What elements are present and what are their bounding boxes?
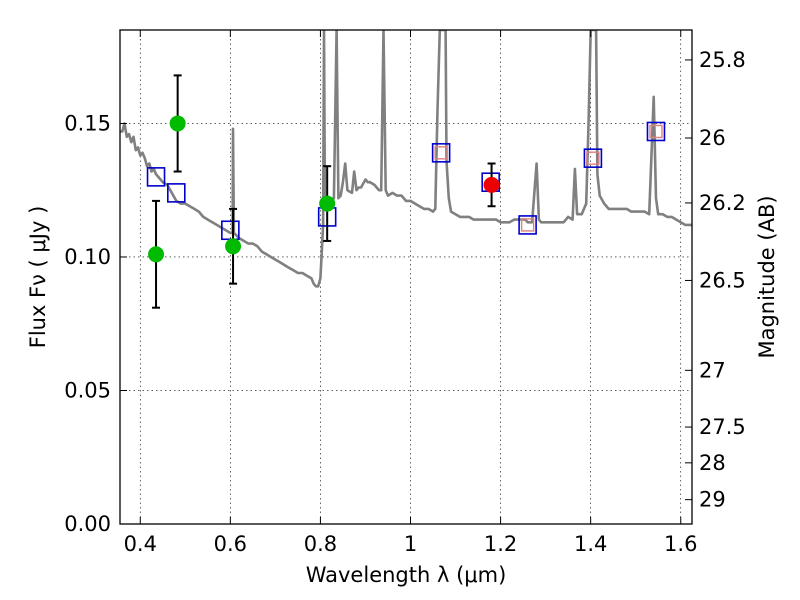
model-photometry-square	[146, 167, 166, 187]
model-photometry-square	[166, 183, 186, 203]
plot-area	[120, 30, 692, 309]
x-axis-label: Wavelength λ (μm)	[306, 563, 507, 587]
measured-photometry-square	[520, 218, 535, 232]
model-photometry-square	[583, 148, 603, 168]
x-tick-label: 1.2	[484, 532, 517, 556]
y-tick-label: 0.10	[64, 245, 111, 269]
data-point-circle	[148, 246, 165, 263]
axis-ticks: 0.4 0.6 0.8 1 1.2 1.4 1.6 0.00 0.05 0.10 0.15 25.8 2…	[64, 30, 746, 556]
x-tick-label: 0.6	[214, 532, 247, 556]
x-tick-label: 1	[404, 532, 417, 556]
measured-photometry-square	[586, 151, 600, 165]
mag-tick-label: 26.2	[699, 191, 746, 215]
right-y-axis-label: Magnitude (AB)	[755, 195, 779, 358]
model-photometry-square	[431, 143, 451, 163]
model-photometry-square	[518, 215, 537, 235]
x-tick-label: 0.4	[124, 532, 157, 556]
x-tick-label: 0.8	[304, 532, 337, 556]
model-photometry-square	[646, 121, 666, 142]
measured-photometry-square	[434, 146, 448, 160]
x-tick-label: 1.6	[664, 532, 697, 556]
mag-tick-label: 27	[699, 358, 726, 382]
y-tick-label: 0.05	[64, 378, 111, 402]
data-point-circle	[169, 115, 186, 132]
mag-tick-label: 29	[699, 488, 726, 512]
y-tick-label: 0.15	[64, 111, 111, 135]
axes-frame	[119, 29, 693, 525]
data-point-circle	[319, 195, 336, 212]
mag-tick-label: 28	[699, 451, 726, 475]
y-tick-label: 0.00	[64, 512, 111, 536]
mag-tick-label: 26	[699, 126, 726, 150]
mag-tick-label: 25.8	[699, 48, 746, 72]
data-point-circle	[225, 238, 242, 255]
grid-lines	[120, 30, 692, 525]
x-tick-label: 1.4	[574, 532, 607, 556]
sed-model-line	[120, 30, 692, 288]
mag-tick-label: 27.5	[699, 415, 746, 439]
measured-photometry-square	[649, 124, 663, 139]
data-point-circle	[483, 176, 500, 193]
y-axis-label: Flux Fν ( μJy )	[26, 206, 50, 349]
mag-tick-label: 26.5	[699, 268, 746, 292]
